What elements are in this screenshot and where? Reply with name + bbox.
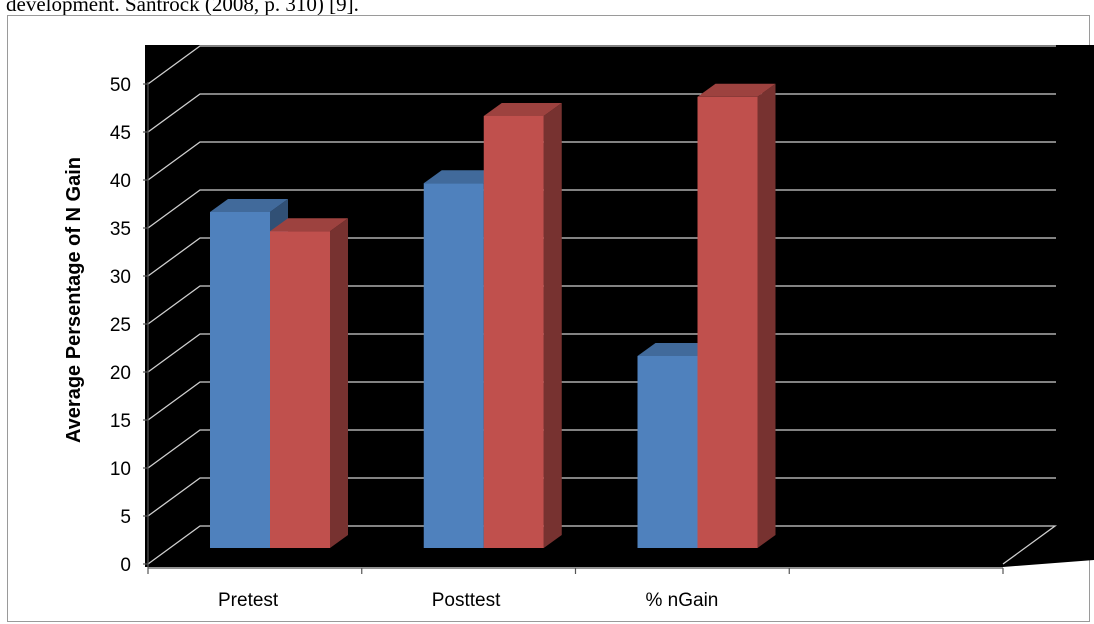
x-category-label: Posttest — [432, 590, 501, 611]
bar-front — [483, 116, 544, 548]
bar-top — [270, 218, 348, 232]
bar-top — [637, 343, 716, 356]
bar-side — [330, 218, 348, 548]
bar — [697, 83, 776, 549]
bar-front — [697, 96, 758, 549]
y-tick-label: 30 — [110, 267, 131, 288]
bar-side — [543, 103, 562, 548]
bar-front — [637, 356, 698, 548]
y-tick-label: 15 — [110, 411, 131, 432]
bar-top — [483, 103, 562, 116]
chart-plot-area — [145, 45, 1094, 567]
chart-background — [145, 45, 1094, 567]
y-tick-label: 0 — [120, 555, 131, 576]
x-category-label: % nGain — [646, 590, 719, 611]
y-tick-label: 10 — [110, 459, 131, 480]
x-category-label: Pretest — [218, 590, 279, 611]
y-tick-label: 45 — [110, 123, 131, 144]
bar-front — [210, 212, 270, 548]
y-axis-label: Average Persentage of N Gain — [63, 157, 85, 443]
y-tick-label: 25 — [110, 315, 131, 336]
preceding-document-text: development. Santrock (2008, p. 310) [9]… — [6, 0, 359, 16]
bar — [270, 218, 348, 548]
y-tick-label: 5 — [120, 507, 131, 528]
chart-bars — [210, 83, 776, 549]
bar-front — [270, 231, 330, 548]
y-tick-label: 20 — [110, 363, 131, 384]
bar-side — [757, 83, 776, 549]
x-category-labels: Pretest Posttest % nGain — [218, 590, 718, 611]
y-tick-label: 35 — [110, 219, 131, 240]
y-tick-labels: 0 5 10 15 20 25 30 35 40 45 50 — [110, 75, 131, 576]
bar-top — [697, 83, 776, 97]
bar-top — [423, 170, 502, 184]
bar-front — [423, 183, 484, 548]
chart-axes — [143, 82, 1004, 574]
gridline — [147, 45, 1056, 85]
gridline — [147, 525, 1057, 565]
bar-top — [210, 199, 288, 212]
bar — [483, 103, 562, 548]
y-tick-label: 50 — [110, 75, 131, 96]
y-tick-label: 40 — [110, 171, 131, 192]
